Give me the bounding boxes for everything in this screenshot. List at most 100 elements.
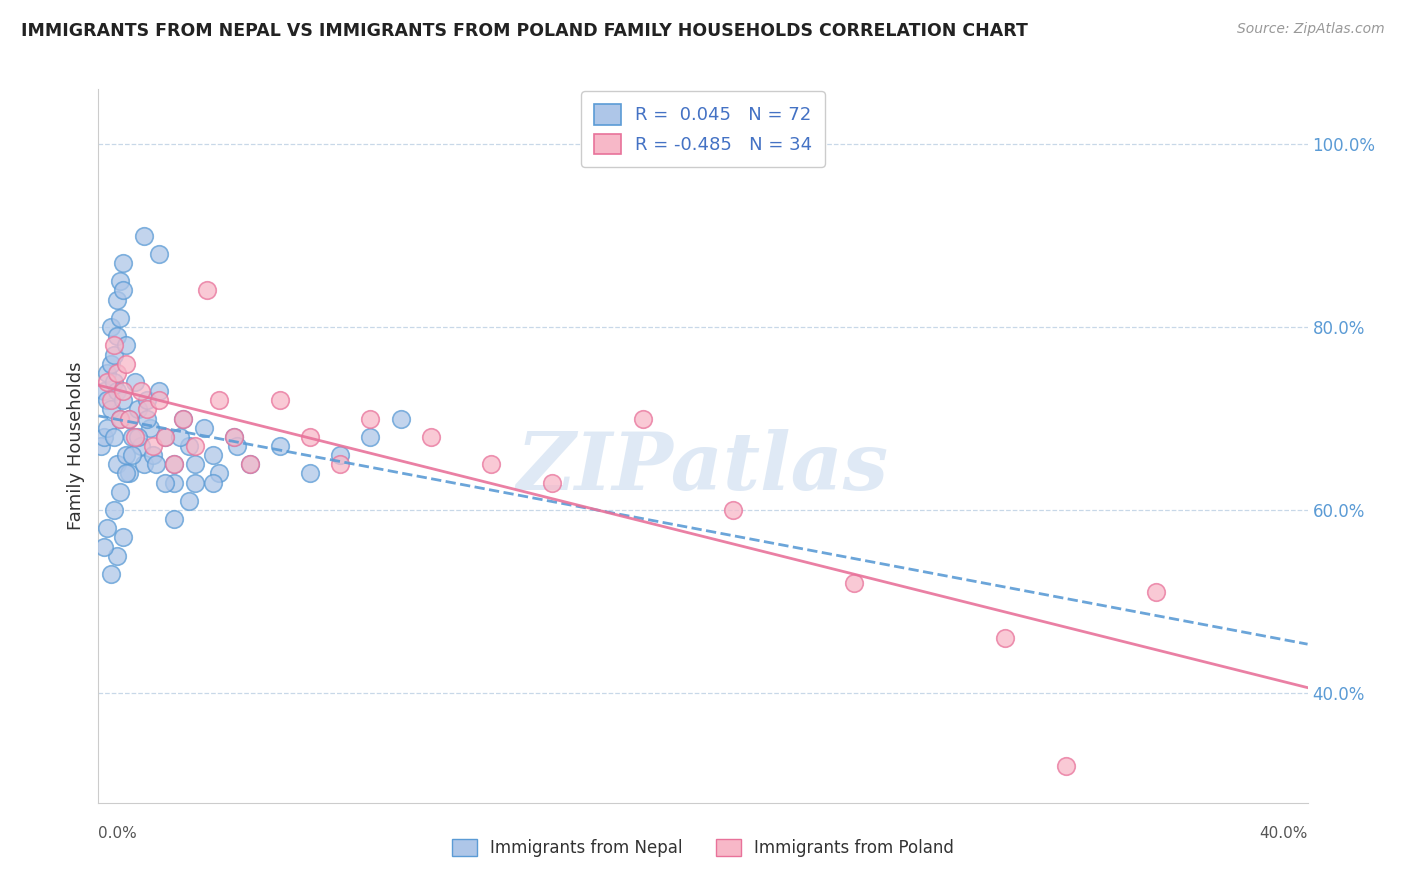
Point <box>111 384 134 398</box>
Point <box>135 402 157 417</box>
Point <box>153 475 176 490</box>
Point <box>184 439 207 453</box>
Point <box>224 430 246 444</box>
Point <box>179 439 201 453</box>
Point <box>299 430 322 444</box>
Point <box>844 576 866 591</box>
Point <box>135 411 157 425</box>
Point <box>127 402 149 417</box>
Point <box>90 439 112 453</box>
Point <box>163 512 186 526</box>
Point <box>100 357 122 371</box>
Point <box>111 531 134 545</box>
Point <box>124 430 146 444</box>
Point <box>96 393 118 408</box>
Point <box>129 384 152 398</box>
Point <box>96 521 118 535</box>
Point <box>1054 759 1077 773</box>
Point <box>153 430 176 444</box>
Point <box>118 411 141 425</box>
Point <box>153 430 176 444</box>
Point <box>105 384 128 398</box>
Point <box>389 411 412 425</box>
Point <box>103 338 125 352</box>
Point <box>100 320 122 334</box>
Point <box>142 448 165 462</box>
Point <box>329 458 352 472</box>
Point <box>103 375 125 389</box>
Point <box>142 439 165 453</box>
Point <box>114 338 136 352</box>
Point <box>96 420 118 434</box>
Point <box>163 458 186 472</box>
Point <box>163 475 186 490</box>
Point <box>145 458 167 472</box>
Y-axis label: Family Households: Family Households <box>66 362 84 530</box>
Point <box>139 420 162 434</box>
Point <box>127 430 149 444</box>
Point <box>100 402 122 417</box>
Point <box>105 329 128 343</box>
Point <box>226 439 249 453</box>
Point <box>105 458 128 472</box>
Point <box>129 439 152 453</box>
Point <box>481 458 503 472</box>
Point <box>108 411 131 425</box>
Point <box>172 411 194 425</box>
Point <box>121 430 143 444</box>
Point <box>163 458 186 472</box>
Point <box>111 256 134 270</box>
Point <box>224 430 246 444</box>
Point <box>96 375 118 389</box>
Point <box>994 631 1017 645</box>
Point <box>93 540 115 554</box>
Point <box>193 420 215 434</box>
Point <box>148 384 170 398</box>
Point <box>132 458 155 472</box>
Point <box>108 274 131 288</box>
Point <box>111 393 134 408</box>
Point <box>172 411 194 425</box>
Point <box>105 549 128 563</box>
Point <box>195 284 218 298</box>
Point <box>96 366 118 380</box>
Point <box>108 310 131 325</box>
Point <box>148 393 170 408</box>
Point <box>184 458 207 472</box>
Point <box>118 467 141 481</box>
Point <box>100 567 122 582</box>
Point <box>239 458 262 472</box>
Point <box>108 411 131 425</box>
Point <box>111 284 134 298</box>
Text: 40.0%: 40.0% <box>1260 826 1308 840</box>
Point <box>105 366 128 380</box>
Text: IMMIGRANTS FROM NEPAL VS IMMIGRANTS FROM POLAND FAMILY HOUSEHOLDS CORRELATION CH: IMMIGRANTS FROM NEPAL VS IMMIGRANTS FROM… <box>21 22 1028 40</box>
Point <box>329 448 352 462</box>
Point <box>135 393 157 408</box>
Legend: Immigrants from Nepal, Immigrants from Poland: Immigrants from Nepal, Immigrants from P… <box>443 831 963 866</box>
Point <box>269 393 291 408</box>
Point <box>114 448 136 462</box>
Point <box>208 393 231 408</box>
Point <box>1144 585 1167 599</box>
Point <box>103 503 125 517</box>
Point <box>114 357 136 371</box>
Point <box>420 430 443 444</box>
Text: ZIPatlas: ZIPatlas <box>517 429 889 506</box>
Point <box>121 448 143 462</box>
Point <box>540 475 562 490</box>
Point <box>269 439 291 453</box>
Point <box>105 293 128 307</box>
Point <box>118 411 141 425</box>
Text: Source: ZipAtlas.com: Source: ZipAtlas.com <box>1237 22 1385 37</box>
Text: 0.0%: 0.0% <box>98 826 138 840</box>
Point <box>103 430 125 444</box>
Point <box>132 228 155 243</box>
Point <box>360 430 382 444</box>
Point <box>631 411 654 425</box>
Point <box>169 430 191 444</box>
Point <box>179 494 201 508</box>
Point <box>93 430 115 444</box>
Point <box>100 393 122 408</box>
Point <box>93 384 115 398</box>
